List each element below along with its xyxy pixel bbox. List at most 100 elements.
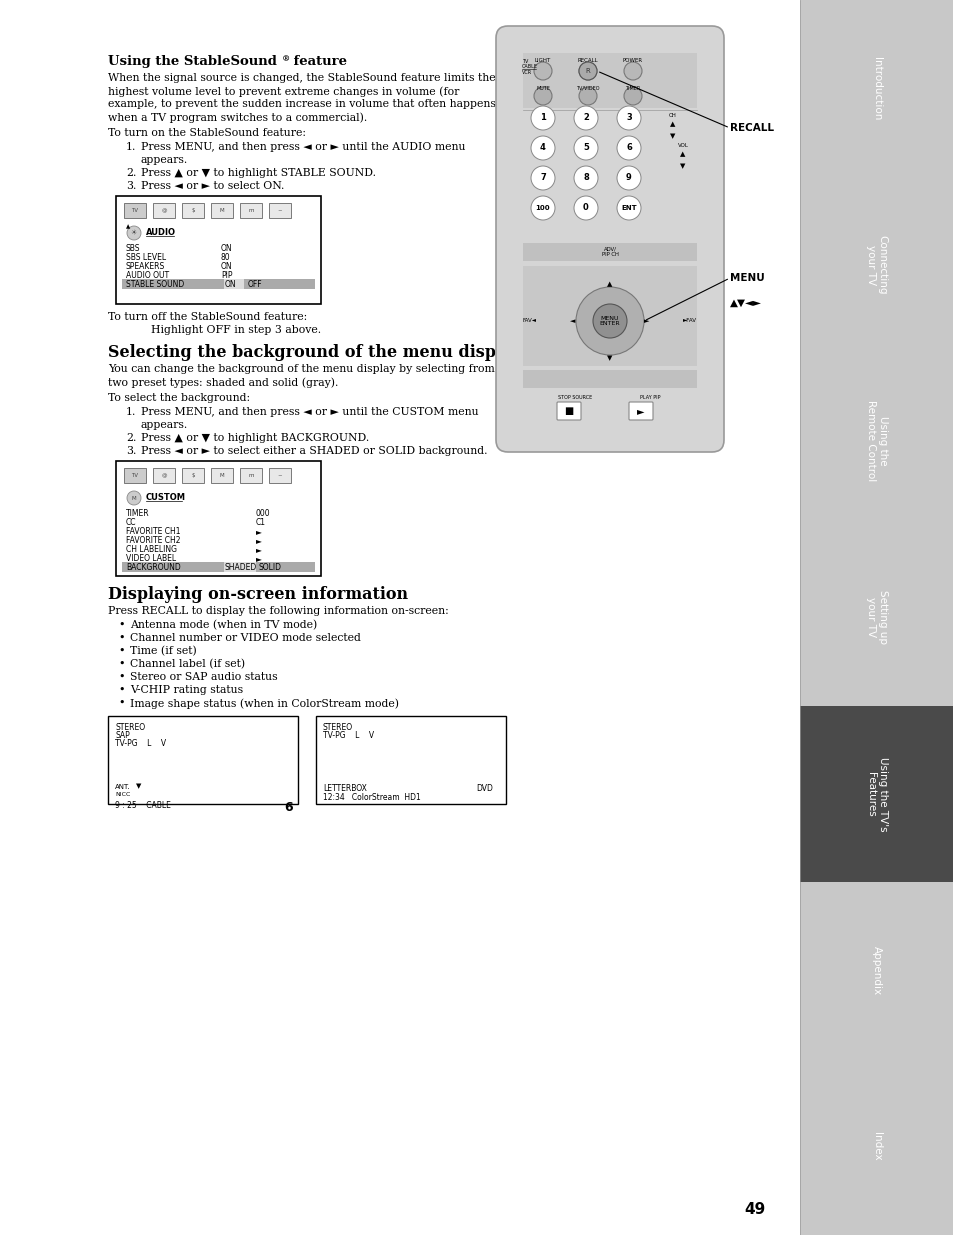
Text: You can change the background of the menu display by selecting from: You can change the background of the men… <box>108 364 495 374</box>
Text: FAVORITE CH1: FAVORITE CH1 <box>126 527 180 536</box>
Text: ON: ON <box>221 245 233 253</box>
Bar <box>800 530 953 705</box>
Text: 3.: 3. <box>126 182 136 191</box>
Text: $: $ <box>191 207 194 212</box>
Text: SBS: SBS <box>126 245 140 253</box>
FancyBboxPatch shape <box>496 26 723 452</box>
Text: Antenna mode (when in TV mode): Antenna mode (when in TV mode) <box>130 620 317 630</box>
Circle shape <box>574 165 598 190</box>
Text: BACKGROUND: BACKGROUND <box>126 563 180 572</box>
Text: ►: ► <box>255 536 262 545</box>
Bar <box>224 279 244 289</box>
Text: •: • <box>118 698 125 708</box>
Circle shape <box>574 136 598 161</box>
Bar <box>122 562 314 572</box>
Text: two preset types: shaded and solid (gray).: two preset types: shaded and solid (gray… <box>108 377 338 388</box>
Text: R: R <box>585 68 590 74</box>
Text: ▼: ▼ <box>670 133 675 140</box>
Text: •: • <box>118 620 125 630</box>
Text: PIP: PIP <box>221 270 233 280</box>
Text: DVD: DVD <box>476 784 493 793</box>
Text: C1: C1 <box>255 517 266 527</box>
Text: FAV◄: FAV◄ <box>522 319 537 324</box>
Text: ■: ■ <box>564 406 573 416</box>
Bar <box>800 882 953 1058</box>
Bar <box>800 1058 953 1235</box>
Bar <box>800 0 953 177</box>
Text: ON: ON <box>225 280 236 289</box>
Bar <box>224 562 255 572</box>
Bar <box>522 243 697 261</box>
Text: Time (if set): Time (if set) <box>130 646 196 656</box>
Text: Press RECALL to display the following information on-screen:: Press RECALL to display the following in… <box>108 606 448 616</box>
Text: Channel number or VIDEO mode selected: Channel number or VIDEO mode selected <box>130 634 360 643</box>
Text: 5: 5 <box>582 143 588 152</box>
Text: 1: 1 <box>539 114 545 122</box>
Text: ▲: ▲ <box>670 121 675 127</box>
Text: SPEAKERS: SPEAKERS <box>126 262 165 270</box>
Circle shape <box>617 136 640 161</box>
Text: •: • <box>118 672 125 682</box>
Text: m: m <box>248 207 253 212</box>
Text: To turn on the StableSound feature:: To turn on the StableSound feature: <box>108 128 306 138</box>
Text: When the signal source is changed, the StableSound feature limits the: When the signal source is changed, the S… <box>108 73 496 83</box>
Text: 1.: 1. <box>126 408 136 417</box>
Text: STOP SOURCE: STOP SOURCE <box>558 395 592 400</box>
Bar <box>211 468 233 483</box>
Circle shape <box>531 196 555 220</box>
Text: 9 : 25    CABLE: 9 : 25 CABLE <box>115 802 171 810</box>
Text: SHADED: SHADED <box>225 563 257 572</box>
Text: ~: ~ <box>277 473 282 478</box>
Text: Displaying on-screen information: Displaying on-screen information <box>108 585 408 603</box>
Circle shape <box>574 196 598 220</box>
Circle shape <box>531 106 555 130</box>
Circle shape <box>578 86 597 105</box>
Bar <box>0 0 800 1235</box>
Text: @: @ <box>161 473 167 478</box>
Text: CH LABELING: CH LABELING <box>126 545 177 555</box>
Text: 000: 000 <box>255 509 271 517</box>
Circle shape <box>576 287 643 354</box>
Text: Index: Index <box>871 1132 882 1161</box>
Text: 9: 9 <box>625 173 631 183</box>
Text: TV
CABLE
VCR: TV CABLE VCR <box>521 59 537 75</box>
Bar <box>522 266 697 366</box>
Text: appears.: appears. <box>141 156 188 165</box>
Bar <box>116 461 320 576</box>
Text: AUDIO: AUDIO <box>146 228 175 237</box>
Bar <box>182 468 204 483</box>
Text: Press MENU, and then press ◄ or ► until the AUDIO menu: Press MENU, and then press ◄ or ► until … <box>141 142 465 152</box>
Text: 0: 0 <box>582 204 588 212</box>
Text: M: M <box>219 207 224 212</box>
Bar <box>108 716 297 804</box>
Text: ►: ► <box>255 555 262 563</box>
Bar <box>800 177 953 353</box>
Text: CH: CH <box>668 112 677 119</box>
Text: FAVORITE CH2: FAVORITE CH2 <box>126 536 180 545</box>
Bar <box>522 370 697 388</box>
Text: ▲▼◄►: ▲▼◄► <box>729 298 761 308</box>
Text: Press ◄ or ► to select ON.: Press ◄ or ► to select ON. <box>141 182 284 191</box>
Text: Press ▲ or ▼ to highlight STABLE SOUND.: Press ▲ or ▼ to highlight STABLE SOUND. <box>141 168 375 178</box>
Text: Press ◄ or ► to select either a SHADED or SOLID background.: Press ◄ or ► to select either a SHADED o… <box>141 446 487 456</box>
Bar <box>152 468 174 483</box>
Text: V-CHIP rating status: V-CHIP rating status <box>130 685 243 695</box>
Text: Image shape status (when in ColorStream mode): Image shape status (when in ColorStream … <box>130 698 398 709</box>
Text: ▲: ▲ <box>126 224 130 228</box>
Text: ANT.: ANT. <box>115 784 131 790</box>
Circle shape <box>623 62 641 80</box>
Bar <box>211 203 233 219</box>
Text: CC: CC <box>126 517 136 527</box>
Text: Using the
Remote Control: Using the Remote Control <box>865 400 887 482</box>
Text: TIMER: TIMER <box>625 86 640 91</box>
Circle shape <box>578 62 597 80</box>
Text: LIGHT: LIGHT <box>535 58 551 63</box>
Text: OFF: OFF <box>248 280 262 289</box>
Bar <box>116 196 320 304</box>
Bar <box>240 203 262 219</box>
Text: TV/VIDEO: TV/VIDEO <box>576 86 599 91</box>
Text: 3.: 3. <box>126 446 136 456</box>
Text: To select the background:: To select the background: <box>108 393 250 403</box>
Text: ►: ► <box>643 317 649 324</box>
Text: @: @ <box>161 207 167 212</box>
